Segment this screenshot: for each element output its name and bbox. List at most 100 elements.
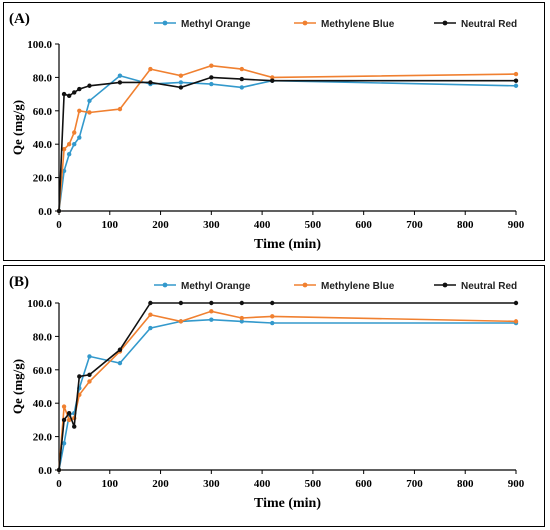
data-point — [66, 142, 72, 147]
y-tick-label: 80.0 — [33, 331, 53, 343]
series-line-2 — [58, 302, 516, 471]
legend-swatch-marker — [162, 282, 168, 288]
data-point — [178, 319, 184, 324]
data-point — [61, 404, 67, 409]
data-point — [72, 424, 77, 429]
data-point — [56, 208, 62, 214]
data-point — [209, 309, 214, 314]
series-line-1 — [58, 64, 517, 212]
data-point — [270, 75, 275, 80]
x-tick-label: 500 — [305, 478, 322, 490]
x-tick-label: 900 — [508, 219, 525, 231]
x-axis-title: Time (min) — [254, 237, 321, 252]
data-point — [148, 325, 153, 331]
data-point — [72, 142, 77, 147]
data-point — [148, 312, 153, 317]
legend-swatch-marker — [302, 20, 308, 26]
data-point — [61, 91, 67, 97]
data-point — [77, 108, 82, 114]
data-point — [117, 80, 123, 85]
data-point — [61, 417, 67, 423]
data-point — [178, 73, 184, 78]
y-axis-title: Qe (mg/g) — [10, 100, 25, 155]
data-point — [513, 71, 519, 77]
data-point — [117, 347, 123, 352]
x-tick-label: 0 — [56, 219, 62, 231]
data-point — [270, 320, 275, 326]
x-tick-label: 100 — [102, 219, 119, 231]
data-point — [77, 135, 82, 140]
data-point — [209, 75, 214, 80]
y-tick-label: 0.0 — [38, 206, 52, 218]
x-tick-label: 200 — [152, 478, 169, 490]
y-tick-label: 80.0 — [33, 72, 53, 84]
data-point — [239, 76, 244, 82]
x-axis-title: Time (min) — [254, 496, 321, 511]
y-tick-label: 0.0 — [38, 465, 52, 477]
x-tick-label: 300 — [203, 219, 220, 231]
data-point — [61, 441, 67, 446]
data-point — [66, 417, 72, 423]
x-tick-label: 500 — [305, 219, 322, 231]
data-point — [56, 467, 62, 473]
data-point — [513, 78, 519, 83]
data-point — [239, 319, 244, 324]
legend-label: Neutral Red — [461, 19, 517, 30]
data-point — [72, 90, 77, 95]
data-point — [178, 300, 184, 306]
y-tick-label: 60.0 — [33, 365, 53, 377]
data-point — [117, 106, 123, 112]
x-tick-label: 400 — [254, 478, 271, 490]
x-tick-label: 100 — [102, 478, 119, 490]
y-tick-label: 40.0 — [33, 398, 53, 410]
x-tick-label: 800 — [457, 219, 474, 231]
chart-panel-a: (A) 0.0 20.0 40.0 60.0 80.0 100.0 0 100 200 300 400… — [3, 2, 545, 261]
data-point — [513, 83, 519, 88]
x-tick-label: 900 — [508, 478, 525, 490]
legend-label: Methylene Blue — [321, 19, 395, 30]
data-point — [117, 73, 123, 78]
x-tick-label: 300 — [203, 478, 220, 490]
data-point — [270, 314, 275, 319]
legend-label: Methylene Blue — [321, 281, 395, 292]
data-point — [270, 78, 275, 83]
y-tick-label: 40.0 — [33, 139, 53, 151]
legend-swatch-marker — [442, 282, 448, 288]
x-tick-label: 600 — [355, 478, 372, 490]
data-point — [239, 315, 244, 321]
chart-a-svg: (A) 0.0 20.0 40.0 60.0 80.0 100.0 0 100 200 300 400… — [9, 11, 525, 252]
data-point — [513, 319, 519, 324]
data-point — [87, 83, 92, 88]
y-axis-title: Qe (mg/g) — [10, 359, 25, 414]
x-tick-label: 400 — [254, 219, 271, 231]
chart-b-svg: (B) 0.0 20.0 40.0 60.0 80.0 100.0 0 100 200 300 400… — [9, 274, 525, 511]
data-point — [72, 130, 77, 135]
data-point — [66, 411, 72, 416]
data-point — [87, 379, 92, 384]
data-point — [117, 360, 123, 366]
data-point — [148, 300, 153, 306]
data-point — [270, 300, 275, 306]
legend-swatch-marker — [442, 20, 448, 26]
data-point — [148, 80, 153, 85]
data-point — [209, 317, 214, 322]
data-point — [66, 152, 72, 157]
data-point — [178, 80, 184, 85]
data-point — [239, 66, 244, 72]
data-point — [77, 374, 82, 379]
y-tick-label: 20.0 — [33, 432, 53, 444]
data-point — [87, 98, 92, 103]
data-point — [148, 66, 153, 72]
legend-swatch-marker — [162, 20, 168, 26]
x-tick-label: 700 — [406, 478, 423, 490]
data-point — [61, 147, 67, 152]
series-line-2 — [58, 76, 516, 212]
legend-label: Methyl Orange — [181, 19, 251, 30]
x-tick-label: 600 — [355, 219, 372, 231]
data-point — [209, 63, 214, 68]
data-point — [209, 300, 214, 306]
series-line-1 — [58, 310, 517, 471]
x-tick-label: 800 — [457, 478, 474, 490]
data-point — [66, 93, 72, 98]
y-tick-label: 60.0 — [33, 106, 53, 118]
